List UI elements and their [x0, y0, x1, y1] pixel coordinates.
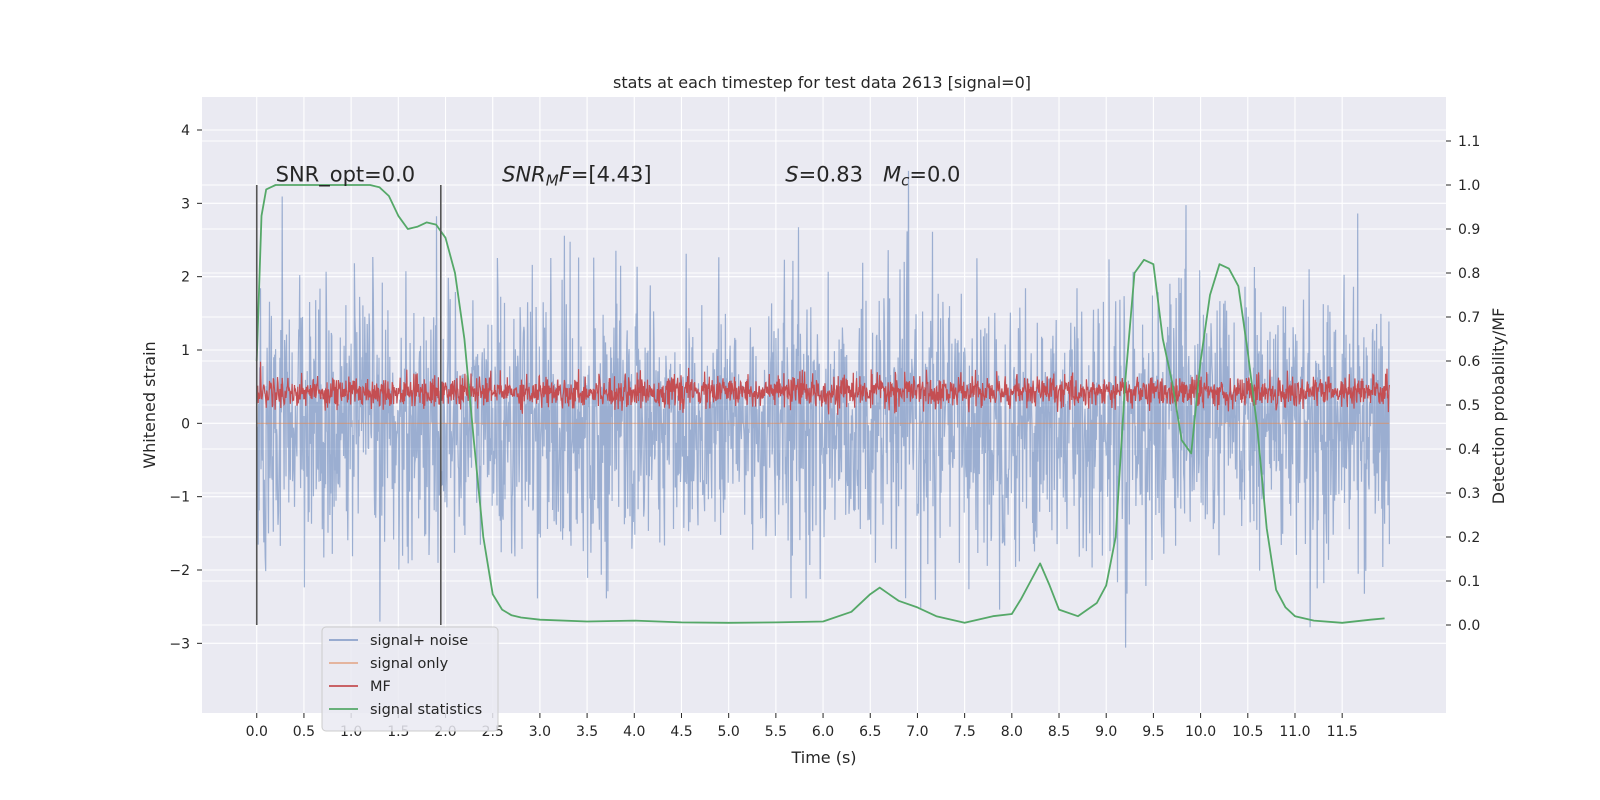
legend-label-signal-noise: signal+ noise	[370, 633, 468, 649]
series-signal-noise	[256, 170, 1390, 648]
series-mf	[256, 361, 1390, 415]
x-tick-label-13: 6.5	[859, 724, 881, 740]
y2-tick-label-7: 0.7	[1458, 310, 1480, 326]
y-tick-label-1: −2	[169, 563, 190, 579]
y2-tick-label-10: 1.0	[1458, 178, 1480, 194]
x-tick-label-15: 7.5	[954, 724, 976, 740]
x-tick-label-8: 4.0	[623, 724, 645, 740]
x-tick-label-23: 11.5	[1327, 724, 1358, 740]
x-tick-label-14: 7.0	[906, 724, 928, 740]
annotation-1: SNRMF=[4.43]	[502, 162, 651, 189]
x-axis-label: Time (s)	[790, 748, 856, 767]
y2-tick-label-4: 0.4	[1458, 442, 1480, 458]
y-tick-label-0: −3	[169, 636, 190, 652]
y2-tick-label-6: 0.6	[1458, 354, 1480, 370]
chart-title: stats at each timestep for test data 261…	[613, 73, 1031, 92]
y-tick-label-2: −1	[169, 490, 190, 506]
x-tick-label-21: 10.5	[1232, 724, 1263, 740]
y2-tick-label-2: 0.2	[1458, 530, 1480, 546]
x-tick-label-17: 8.5	[1048, 724, 1070, 740]
x-tick-label-1: 0.5	[293, 724, 315, 740]
y2-tick-label-1: 0.1	[1458, 574, 1480, 590]
x-tick-label-16: 8.0	[1001, 724, 1023, 740]
y2-axis-ticks: 0.0 0.1 0.2 0.3 0.4 0.5 0.6 0.7 0.8 0.9 1.0 1.1	[1446, 134, 1480, 634]
vertical-markers	[255, 185, 442, 625]
y-axis-label: Whitened strain	[140, 341, 159, 468]
legend-frame	[321, 626, 499, 732]
x-tick-label-19: 9.5	[1142, 724, 1164, 740]
x-tick-label-22: 11.0	[1279, 724, 1310, 740]
x-tick-label-18: 9.0	[1095, 724, 1117, 740]
y2-tick-label-11: 1.1	[1458, 134, 1480, 150]
y-axis-ticks: −3 −2 −1 0 1 2 3 4	[169, 123, 202, 652]
series-signal-statistics	[255, 184, 1385, 624]
x-tick-label-11: 5.5	[765, 724, 787, 740]
x-tick-label-10: 5.0	[718, 724, 740, 740]
annotation-2: S=0.83 Mc=0.0	[785, 162, 960, 189]
y2-tick-label-3: 0.3	[1458, 486, 1480, 502]
y-tick-label-6: 3	[181, 196, 190, 212]
annotation-0: SNR_opt=0.0	[276, 162, 416, 187]
x-tick-label-7: 3.5	[576, 724, 598, 740]
y2-tick-label-8: 0.8	[1458, 266, 1480, 282]
y-tick-label-7: 4	[181, 123, 190, 139]
legend-label-signal-statistics: signal statistics	[370, 702, 482, 718]
series-layer	[255, 170, 1390, 648]
y2-tick-label-5: 0.5	[1458, 398, 1480, 414]
x-tick-label-20: 10.0	[1185, 724, 1216, 740]
legend: signal+ noise signal only MF signal statist…	[321, 626, 499, 732]
x-tick-label-12: 6.0	[812, 724, 834, 740]
y-tick-label-4: 1	[181, 343, 190, 359]
x-tick-label-0: 0.0	[246, 724, 268, 740]
y-tick-label-5: 2	[181, 270, 190, 286]
y2-axis-label: Detection probability/MF	[1489, 308, 1508, 505]
legend-label-mf: MF	[370, 679, 391, 695]
x-tick-label-6: 3.0	[529, 724, 551, 740]
y-tick-label-3: 0	[181, 416, 190, 432]
annotations: SNR_opt=0.0 SNRMF=[4.43] S=0.83 Mc=0.0	[276, 162, 961, 189]
legend-label-signal-only: signal only	[370, 656, 449, 672]
y2-tick-label-9: 0.9	[1458, 222, 1480, 238]
x-tick-label-9: 4.5	[670, 724, 692, 740]
y2-tick-label-0: 0.0	[1458, 618, 1480, 634]
